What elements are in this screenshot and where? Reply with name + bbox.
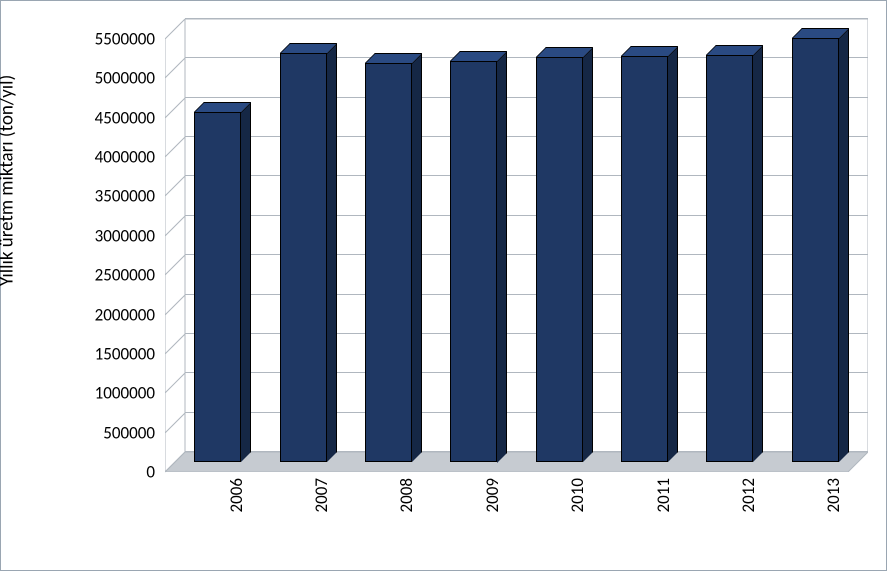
x-tick-row: 2006 2007 2008 2009 2010 2011 2012 2013 <box>165 474 868 552</box>
y-axis-label: Yıllık üretm miktarı (ton/yıl) <box>0 74 19 285</box>
x-tick-label: 2010 <box>567 478 588 512</box>
x-tick-label: 2012 <box>738 478 759 512</box>
bar <box>365 63 412 462</box>
x-tick-label: 2006 <box>226 478 247 512</box>
y-tick-label: 500000 <box>103 422 155 443</box>
y-tick-label: 3000000 <box>95 225 155 246</box>
bar <box>536 57 583 462</box>
y-tick-label: 5500000 <box>95 29 155 50</box>
bar <box>280 53 327 462</box>
y-tick-label: 2500000 <box>95 265 155 286</box>
y-tick-label: 2000000 <box>95 304 155 325</box>
bar <box>621 56 668 462</box>
y-tick-label: 3500000 <box>95 186 155 207</box>
x-tick-label: 2011 <box>653 478 674 512</box>
bar <box>706 55 753 462</box>
x-tick-label: 2013 <box>823 478 844 512</box>
bars-layer <box>165 19 868 472</box>
bar <box>194 112 241 462</box>
plot-area <box>165 19 868 472</box>
chart-frame: Yıllık üretm miktarı (ton/yıl) 0 500000 10… <box>0 0 887 571</box>
bar <box>450 61 497 463</box>
plot-wrap: 0 500000 1000000 1500000 2000000 2500000 30000… <box>61 19 868 552</box>
y-tick-label: 4500000 <box>95 107 155 128</box>
y-tick-label: 0 <box>146 462 155 483</box>
x-tick-label: 2008 <box>396 478 417 512</box>
x-tick-label: 2009 <box>482 478 503 512</box>
y-tick-label: 4000000 <box>95 147 155 168</box>
y-tick-label: 1000000 <box>95 383 155 404</box>
bar <box>792 38 839 462</box>
y-tick-label: 5000000 <box>95 68 155 89</box>
y-tick-column: 0500000100000015000002000000250000030000… <box>61 19 161 472</box>
x-tick-label: 2007 <box>311 478 332 512</box>
y-tick-label: 1500000 <box>95 343 155 364</box>
